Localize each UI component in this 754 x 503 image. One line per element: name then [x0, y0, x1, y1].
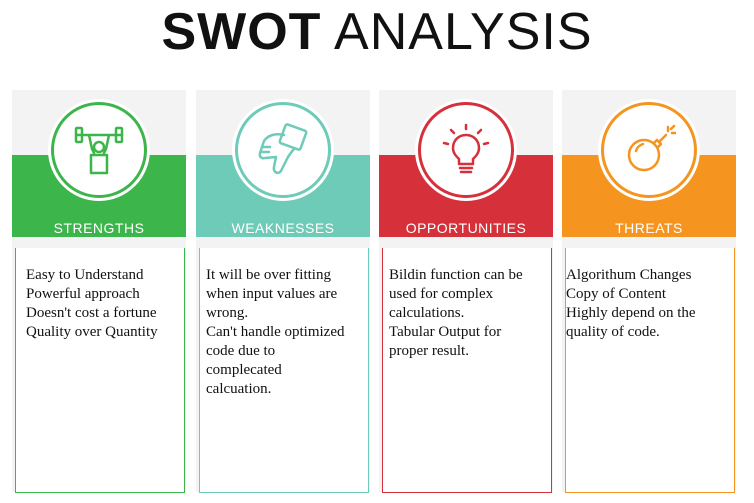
strengths-text: Easy to Understand Powerful approach Doe… [26, 267, 158, 340]
threats-body [565, 248, 735, 493]
weaknesses-body [199, 248, 369, 493]
weaknesses-text: It will be over fitting when input value… [206, 267, 345, 397]
opportunities-card: OPPORTUNITIES Bildin function can be use… [379, 90, 553, 493]
threats-card: THREATS Algorithum Changes Copy of Conte… [562, 90, 736, 493]
opportunities-heading: OPPORTUNITIES [405, 220, 527, 236]
strengths-body [15, 248, 185, 493]
strengths-heading: STRENGTHS [53, 220, 145, 236]
weaknesses-heading: WEAKNESSES [231, 220, 335, 236]
lightbulb-icon [442, 123, 490, 174]
title-bold: SWOT [161, 3, 322, 61]
weightlifter-icon [74, 126, 124, 175]
opportunities-body [382, 248, 552, 493]
opportunities-icon-circle [418, 102, 514, 198]
page-title: SWOT ANALYSIS [0, 2, 754, 62]
strengths-card: STRENGTHS Easy to Understand Powerful ap… [12, 90, 186, 493]
thumbs-down-icon [258, 123, 308, 175]
title-regular: ANALYSIS [334, 3, 593, 61]
weaknesses-icon-circle [235, 102, 331, 198]
bomb-icon [627, 124, 676, 172]
weaknesses-card: WEAKNESSES It will be over fitting when … [196, 90, 370, 493]
threats-icon-circle [601, 102, 697, 198]
threats-text: Algorithum Changes Copy of Content Highl… [566, 267, 696, 340]
strengths-icon-circle [51, 102, 147, 198]
opportunities-text: Bildin function can be used for complex … [389, 267, 523, 359]
threats-heading: THREATS [615, 220, 683, 236]
